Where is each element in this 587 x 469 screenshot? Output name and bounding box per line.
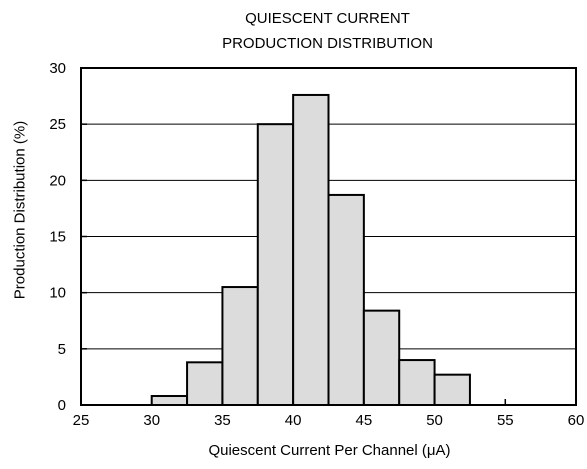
chart-title-line-2: PRODUCTION DISTRIBUTION — [222, 35, 433, 52]
x-tick-label-45: 45 — [356, 412, 373, 429]
y-tick-label-5: 5 — [58, 341, 66, 358]
x-tick-label-30: 30 — [143, 412, 160, 429]
x-tick-label-60: 60 — [568, 412, 585, 429]
y-tick-label-30: 30 — [49, 60, 66, 77]
histogram-bar-5 — [327, 193, 365, 406]
y-tick-label-15: 15 — [49, 229, 66, 246]
x-tick-label-55: 55 — [497, 412, 514, 429]
histogram-bar-7 — [398, 359, 436, 407]
histogram-bar-3 — [256, 123, 295, 407]
y-ticks: 0 5 10 15 20 25 30 — [49, 60, 87, 414]
y-tick-label-0: 0 — [58, 397, 66, 414]
histogram-bar-0 — [150, 395, 189, 407]
x-tick-label-25: 25 — [73, 412, 90, 429]
bars — [150, 93, 471, 407]
x-tick-label-35: 35 — [214, 412, 231, 429]
y-tick-label-25: 25 — [49, 116, 66, 133]
y-tick-label-10: 10 — [49, 285, 66, 302]
histogram-bar-4 — [292, 93, 330, 407]
chart-title-line-1: QUIESCENT CURRENT — [245, 10, 410, 27]
histogram-bar-8 — [433, 373, 471, 407]
histogram-bar-1 — [186, 361, 224, 406]
x-ticks: 25 30 35 40 45 50 55 60 — [73, 399, 585, 429]
histogram-bar-6 — [362, 309, 401, 407]
x-tick-label-50: 50 — [426, 412, 443, 429]
x-axis-label: Quiescent Current Per Channel (μA) — [208, 442, 451, 459]
y-tick-label-20: 20 — [49, 172, 66, 189]
histogram-bar-2 — [221, 286, 259, 406]
y-axis-label: Production Distribution (%) — [11, 120, 29, 300]
x-tick-label-40: 40 — [285, 412, 302, 429]
